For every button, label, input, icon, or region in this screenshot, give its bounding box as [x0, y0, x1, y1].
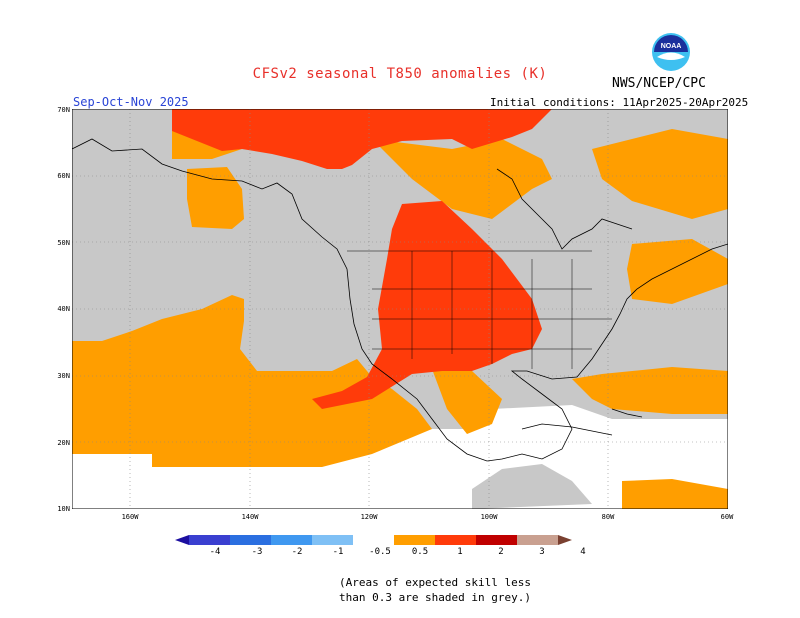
colorbar-arrow-left	[175, 535, 189, 545]
logo-sky	[654, 35, 688, 52]
colorbar-segment	[271, 535, 312, 545]
lon-label-160: 160W	[121, 513, 139, 521]
colorbar-label-2: 2	[498, 547, 504, 557]
logo-bird	[657, 52, 685, 60]
initial-conditions-label: Initial conditions: 11Apr2025-20Apr2025	[490, 96, 749, 109]
season-label: Sep-Oct-Nov 2025	[73, 95, 189, 109]
colorbar-segment	[517, 535, 558, 545]
anomaly-orange-maritimes	[627, 239, 728, 304]
colorbar-label-1: 1	[457, 547, 463, 557]
noaa-logo: NOAA	[652, 33, 690, 71]
colorbar-arrow-right	[558, 535, 572, 545]
anomaly-orange-pacific	[72, 295, 432, 467]
colorbar-label-neg3: -3	[251, 547, 263, 557]
lat-label-60: 60N	[57, 172, 70, 180]
footnote-line-1: (Areas of expected skill less	[338, 576, 532, 589]
anomaly-orange-mexico	[432, 369, 502, 434]
anomaly-map	[72, 109, 728, 509]
anomaly-orange-northeast	[592, 129, 728, 219]
anomaly-orange-alaska	[187, 167, 244, 229]
logo-text: NOAA	[661, 43, 682, 50]
colorbar-label-4: 4	[580, 547, 586, 557]
lon-label-60: 60W	[720, 513, 734, 521]
footnote: (Areas of expected skill less than 0.3 a…	[0, 575, 800, 605]
anomaly-orange-canada	[372, 139, 552, 219]
colorbar-segment	[394, 535, 435, 545]
anomaly-orange-atlantic	[572, 367, 728, 414]
colorbar-segment	[312, 535, 353, 545]
chart-title: CFSv2 seasonal T850 anomalies (K)	[252, 66, 548, 82]
colorbar-segment	[230, 535, 271, 545]
colorbar-label-neg0-5: -0.5	[369, 547, 391, 557]
lon-label-100: 100W	[480, 513, 498, 521]
coastline-caribbean	[521, 423, 613, 436]
lat-label-20: 20N	[57, 439, 70, 447]
colorbar-label-neg2: -2	[291, 547, 303, 557]
anomaly-red-western-us	[312, 201, 542, 409]
colorbar-segment	[189, 535, 230, 545]
state-borders	[347, 250, 612, 369]
colorbar-segment	[435, 535, 476, 545]
colorbar-label-neg1: -1	[332, 547, 344, 557]
coastlines	[72, 138, 728, 462]
colorbar-label-3: 3	[539, 547, 545, 557]
colorbar-label-neg4: -4	[209, 547, 221, 557]
anomaly-red-arctic	[172, 109, 552, 169]
map-grid	[72, 109, 728, 509]
central-america-grey	[472, 464, 592, 509]
lon-label-140: 140W	[241, 513, 259, 521]
coastline-hudson-bay	[496, 168, 633, 250]
colorbar-segment	[353, 535, 394, 545]
colorbar	[175, 535, 572, 545]
anomaly-orange-south-atlantic	[622, 479, 728, 509]
lat-label-10: 10N	[57, 505, 70, 513]
lat-label-40: 40N	[57, 305, 70, 313]
lon-label-120: 120W	[360, 513, 378, 521]
lon-label-80: 80W	[601, 513, 615, 521]
colorbar-label-0-5: 0.5	[411, 547, 429, 557]
colorbar-segment	[476, 535, 517, 545]
lat-label-30: 30N	[57, 372, 70, 380]
lat-label-50: 50N	[57, 239, 70, 247]
organization-label: NWS/NCEP/CPC	[612, 76, 706, 91]
coastline-bahamas	[611, 408, 643, 418]
lat-label-70: 70N	[57, 106, 70, 114]
coastline-north-america	[72, 138, 728, 462]
footnote-line-2: than 0.3 are shaded in grey.)	[338, 591, 532, 604]
